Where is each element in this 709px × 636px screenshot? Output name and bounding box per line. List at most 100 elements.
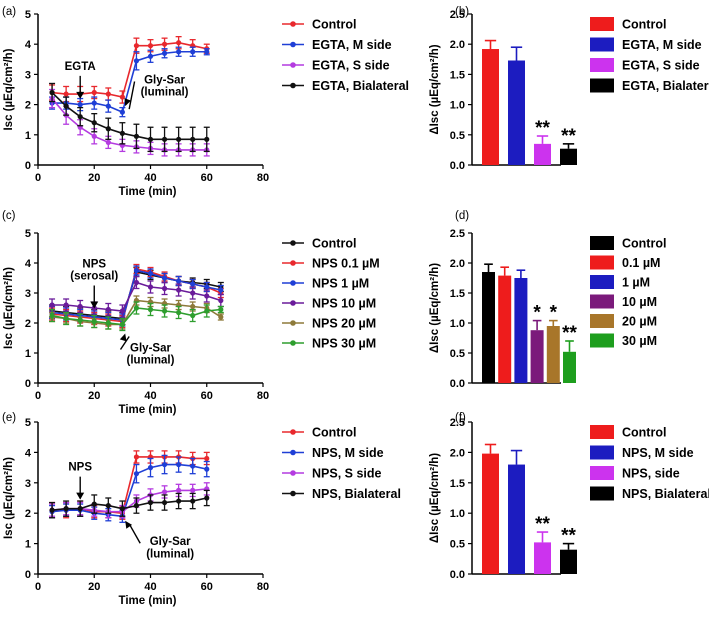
annotation-arrowhead bbox=[119, 333, 127, 342]
legend-label: 0.1 µM bbox=[622, 256, 660, 270]
annotation: Gly-Sar bbox=[144, 74, 185, 86]
legend-marker bbox=[290, 300, 296, 306]
data-point bbox=[77, 102, 83, 108]
data-point bbox=[190, 49, 196, 55]
data-point bbox=[105, 91, 111, 97]
y-tick-label: 0 bbox=[25, 160, 31, 172]
panel-label: (e) bbox=[2, 412, 16, 424]
data-point bbox=[119, 321, 125, 328]
y-tick-label: 1 bbox=[25, 130, 31, 142]
data-point bbox=[147, 284, 154, 290]
data-point bbox=[190, 290, 196, 296]
bar-chart-1: 0.0 0.5 1.0 1.5 2.0 2.5 ** ** Control EGTA, M sid… bbox=[450, 6, 709, 172]
data-point bbox=[218, 306, 224, 313]
legend-marker bbox=[290, 240, 296, 246]
annotation: (luminal) bbox=[141, 87, 189, 99]
data-point bbox=[161, 41, 168, 47]
y-tick-label: 2 bbox=[25, 508, 31, 520]
y-axis-label: Isc (µEq/cm²/h) bbox=[3, 457, 15, 539]
data-point bbox=[119, 506, 125, 512]
bar bbox=[498, 275, 512, 383]
x-tick-label: 80 bbox=[257, 172, 269, 184]
legend-swatch bbox=[590, 58, 614, 72]
bar bbox=[508, 464, 525, 574]
data-point bbox=[133, 58, 140, 64]
x-tick-label: 80 bbox=[257, 581, 269, 593]
significance-label: ** bbox=[535, 514, 550, 535]
series-egta-s-side bbox=[49, 88, 210, 157]
x-axis-label: Time (min) bbox=[119, 404, 177, 416]
bar bbox=[530, 330, 544, 383]
legend-label: 1 µM bbox=[622, 276, 650, 290]
data-point bbox=[49, 302, 55, 308]
legend-label: Control bbox=[312, 18, 356, 32]
y-tick-label: 3 bbox=[25, 69, 31, 81]
data-point bbox=[49, 507, 55, 513]
data-point bbox=[133, 454, 140, 460]
annotation-arrowhead bbox=[76, 91, 85, 99]
data-point bbox=[147, 53, 154, 59]
y-tick-label: 2.5 bbox=[450, 9, 465, 21]
legend-label: NPS 1 µM bbox=[312, 277, 369, 291]
legend-label: NPS 30 µM bbox=[312, 337, 376, 351]
legend-label: EGTA, S side bbox=[312, 59, 390, 73]
data-point bbox=[176, 40, 182, 46]
y-tick-label: 2.0 bbox=[450, 39, 465, 51]
y-tick-label: 0.5 bbox=[450, 539, 465, 551]
panel-label: (c) bbox=[2, 210, 16, 222]
bar bbox=[534, 542, 551, 574]
y-tick-label: 1.0 bbox=[450, 318, 465, 330]
significance-label: ** bbox=[561, 126, 576, 147]
legend-label: NPS 20 µM bbox=[312, 317, 376, 331]
legend-marker bbox=[290, 449, 296, 456]
bar bbox=[508, 60, 525, 166]
data-point bbox=[63, 103, 69, 109]
legend-marker bbox=[290, 340, 296, 346]
legend-marker bbox=[290, 62, 296, 68]
legend-label: Control bbox=[312, 426, 356, 440]
data-point bbox=[190, 136, 196, 142]
data-point bbox=[161, 285, 168, 292]
x-tick-label: 60 bbox=[201, 390, 213, 402]
annotation: EGTA bbox=[65, 61, 96, 73]
x-tick-label: 0 bbox=[35, 581, 41, 593]
data-point bbox=[63, 315, 69, 322]
data-point bbox=[204, 136, 210, 142]
legend-label: NPS, side bbox=[622, 467, 680, 481]
y-axis-label: ΔIsc (µEq/cm²/h) bbox=[429, 44, 441, 134]
data-point bbox=[49, 312, 55, 319]
annotation-arrowhead bbox=[124, 98, 132, 107]
data-point bbox=[204, 293, 210, 299]
data-point bbox=[91, 120, 97, 126]
annotation: Gly-Sar bbox=[130, 343, 171, 355]
legend-swatch bbox=[590, 17, 614, 31]
legend-marker bbox=[290, 320, 296, 326]
series-line bbox=[51, 497, 207, 511]
series-line bbox=[51, 91, 207, 141]
data-point bbox=[190, 498, 196, 504]
data-point bbox=[176, 461, 182, 468]
legend-label: NPS, M side bbox=[622, 446, 694, 460]
annotation-arrowhead bbox=[90, 301, 99, 309]
data-point bbox=[161, 461, 168, 468]
legend-swatch bbox=[590, 425, 614, 439]
bar bbox=[482, 49, 499, 166]
legend-label: Control bbox=[622, 426, 666, 440]
data-point bbox=[147, 136, 154, 142]
data-point bbox=[119, 94, 125, 100]
legend-swatch bbox=[590, 486, 614, 501]
annotation-arrow bbox=[128, 523, 141, 544]
data-point bbox=[204, 308, 210, 314]
y-tick-label: 3 bbox=[25, 478, 31, 490]
series-nps-30-m bbox=[49, 301, 224, 332]
series-egta-bialateral bbox=[49, 82, 210, 153]
data-point bbox=[133, 279, 140, 286]
data-point bbox=[190, 312, 196, 319]
data-point bbox=[147, 43, 154, 49]
x-tick-label: 80 bbox=[257, 390, 269, 402]
bar-chart-5: 0.0 0.5 1.0 1.5 2.0 2.5 ** ** Control NPS, M side… bbox=[450, 412, 709, 581]
legend-swatch bbox=[590, 314, 614, 328]
legend-swatch bbox=[590, 466, 614, 480]
bar bbox=[514, 278, 528, 383]
